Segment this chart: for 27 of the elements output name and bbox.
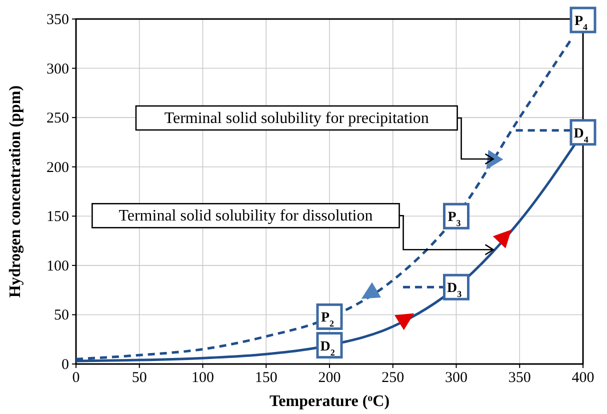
y-tick-label: 350 [46, 12, 69, 28]
y-axis-title: Hydrogen concentration (ppm) [7, 85, 24, 298]
x-tick-label: 50 [132, 370, 147, 386]
x-axis-title: Temperature ($^{o}$C) [269, 392, 390, 410]
annotation: P$_{2}$ [320, 310, 335, 329]
y-tick-label: 250 [46, 110, 69, 127]
x-tick-label: 250 [382, 370, 404, 386]
x-tick-label: 100 [192, 370, 214, 386]
y-tick-label: 0 [62, 357, 69, 373]
y-tick-label: 200 [46, 160, 69, 176]
y-tick-label: 100 [46, 258, 69, 274]
y-tick-label: 50 [54, 308, 69, 324]
y-tick-label: 150 [46, 209, 69, 226]
x-tick-label: 400 [572, 370, 594, 386]
x-tick-label: 150 [254, 370, 278, 386]
annotation: D$_{4}$ [574, 126, 589, 144]
annotation: Terminal solid solubility for dissolution [118, 208, 373, 225]
y-tick-label: 300 [46, 61, 69, 78]
annotation: Terminal solid solubility for precipitation [164, 110, 429, 127]
x-tick-label: 350 [508, 370, 531, 386]
annotation: P$_{3}$ [448, 210, 462, 228]
annotation: D$_{2}$ [320, 339, 336, 358]
x-tick-label: 200 [318, 370, 341, 386]
annotation: P$_{4}$ [574, 14, 588, 32]
x-tick-label: 300 [445, 370, 468, 386]
x-tick-label: 0 [72, 370, 80, 386]
annotation: D$_{3}$ [446, 281, 462, 300]
